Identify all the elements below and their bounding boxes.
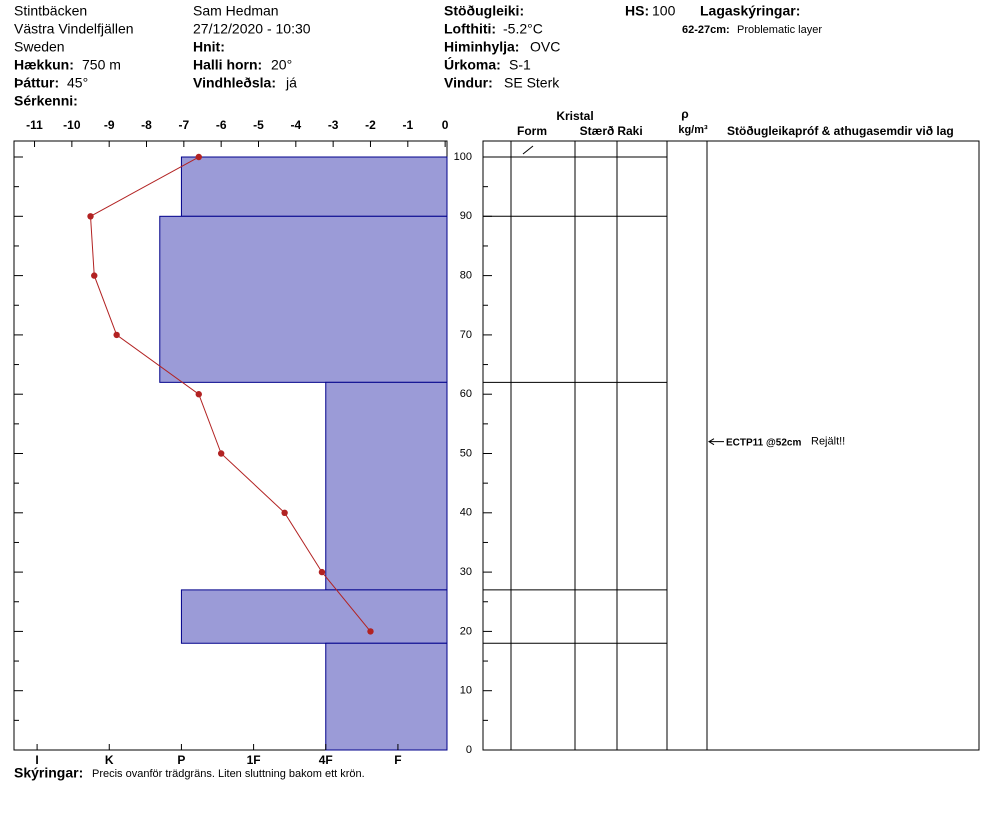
- header-field: Vindur:: [444, 75, 493, 91]
- header-field: Úrkoma:: [444, 56, 501, 73]
- y-tick-label: 20: [460, 625, 472, 637]
- stability-arrow: [708, 438, 724, 446]
- header-field: Hækkun:: [14, 57, 74, 73]
- header-field: Himinhylja:: [444, 39, 519, 55]
- header-field: OVC: [530, 39, 560, 55]
- header-field: Halli horn:: [193, 57, 262, 73]
- header-field: Lagaskýringar:: [700, 3, 800, 19]
- table-columns: [510, 141, 708, 750]
- y-tick-label: 40: [460, 507, 472, 519]
- header-field: Sam Hedman: [193, 3, 279, 19]
- header-field: 20°: [271, 57, 292, 73]
- table-header: Kristal: [556, 109, 593, 123]
- hardness-bar: [180, 589, 448, 644]
- header-field: Sweden: [14, 39, 65, 55]
- header-field: Västra Vindelfjällen: [14, 21, 134, 37]
- header-field: Sérkenni:: [14, 93, 78, 109]
- x-tick-label: I: [35, 753, 38, 767]
- x2-tick-label: -3: [328, 118, 339, 132]
- temperature-point: [217, 450, 225, 457]
- x-tick-label: K: [105, 753, 114, 767]
- stability-comment: Rejält!!: [811, 436, 845, 448]
- table-header: Stærð: [580, 124, 615, 138]
- y-tick-label: 60: [460, 388, 472, 400]
- header-field: HS:: [625, 3, 649, 19]
- header-field: 45°: [67, 75, 88, 91]
- table-header: Form: [517, 124, 547, 138]
- header-field: 62-27cm:: [682, 24, 730, 36]
- x-tick-label: 1F: [247, 753, 261, 767]
- x2-tick-label: -2: [365, 118, 376, 132]
- header-field: Stintbäcken: [14, 3, 87, 19]
- temperature-point: [113, 331, 120, 339]
- y-tick-label: 80: [460, 270, 472, 282]
- temperature-point: [281, 509, 288, 517]
- header-field: 100: [652, 3, 676, 19]
- hardness-bar: [159, 215, 448, 383]
- temperature-point: [318, 568, 326, 576]
- x2-tick-label: 0: [442, 118, 449, 132]
- y-tick-label: 10: [460, 685, 472, 697]
- x2-tick-label: -4: [290, 118, 301, 132]
- temperature-point: [195, 153, 202, 161]
- y-tick-label: 90: [460, 210, 472, 222]
- y-tick-label: 100: [454, 151, 472, 163]
- header-field: Stöðugleiki:: [444, 3, 524, 19]
- header-field: Þáttur:: [14, 75, 59, 91]
- header-field: 27/12/2020 - 10:30: [193, 21, 311, 37]
- header-field: 750 m: [82, 57, 121, 73]
- temperature-point: [87, 213, 94, 220]
- comments-label: Skýringar:: [14, 765, 83, 781]
- x-tick-label: 4F: [319, 753, 333, 767]
- header-field: Hnit:: [193, 39, 225, 55]
- temperature-point: [91, 272, 98, 279]
- table-header: kg/m³: [678, 124, 708, 136]
- header-field: -5.2°C: [503, 21, 543, 37]
- x2-tick-label: -7: [179, 118, 190, 132]
- stability-test: ECTP11 @52cm: [726, 437, 801, 448]
- y-tick-label: 50: [460, 447, 472, 459]
- comments-text: Precis ovanför trädgräns. Liten sluttnin…: [92, 768, 365, 780]
- temperature-point: [195, 391, 202, 398]
- x-tick-label: F: [394, 753, 401, 767]
- grain-form-symbol: [522, 145, 534, 155]
- x2-tick-label: -1: [402, 118, 413, 132]
- table-frame: [482, 140, 980, 751]
- header-field: Problematic layer: [737, 24, 822, 36]
- x2-tick-label: -8: [141, 118, 152, 132]
- table-header: Raki: [617, 124, 642, 138]
- table-header: Stöðugleikapróf & athugasemdir við lag: [727, 124, 954, 138]
- header-field: já: [285, 75, 297, 91]
- x2-tick-label: -5: [253, 118, 264, 132]
- table-header: ρ: [681, 107, 688, 121]
- x2-tick-label: -9: [104, 118, 115, 132]
- y-tick-label: 30: [460, 566, 472, 578]
- header-field: Lofthiti:: [444, 21, 496, 37]
- hardness-bar: [325, 642, 448, 751]
- hardness-bar: [325, 381, 448, 591]
- y-tick-label: 70: [460, 329, 472, 341]
- temperature-point: [367, 628, 374, 635]
- x2-tick-label: -11: [26, 118, 43, 132]
- y-tick-label: 0: [466, 744, 472, 756]
- header-field: S-1: [509, 57, 531, 73]
- hardness-bar: [180, 156, 448, 217]
- x2-tick-label: -6: [216, 118, 227, 132]
- header-field: Vindhleðsla:: [193, 75, 276, 91]
- x-tick-label: P: [177, 753, 185, 767]
- header-field: SE Sterk: [504, 75, 560, 91]
- x2-tick-label: -10: [63, 118, 81, 132]
